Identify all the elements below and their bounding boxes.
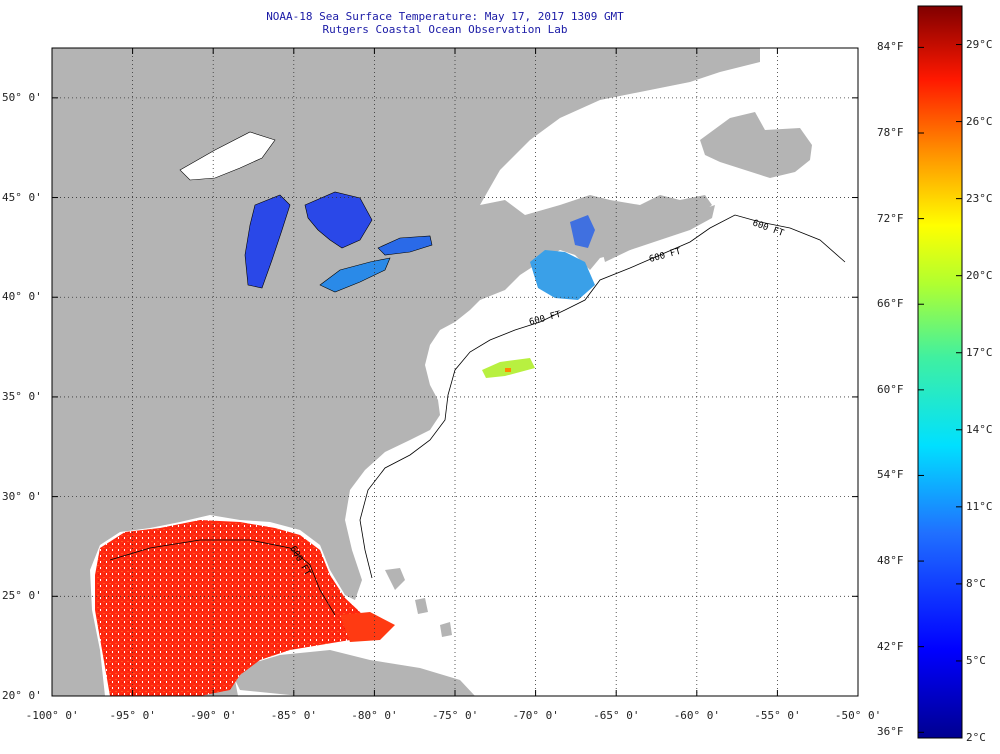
longitude-label: -85° 0' — [270, 709, 318, 722]
colorbar-c-label: 29°C — [966, 37, 993, 51]
land-north-america — [52, 48, 760, 696]
longitude-label: -55° 0' — [754, 709, 801, 722]
lake-michigan — [244, 194, 291, 289]
longitude-label: -100° 0' — [25, 709, 79, 722]
colorbar-c-label: 14°C — [966, 422, 993, 436]
lake-ontario — [377, 235, 433, 256]
colorbar-c-label: 26°C — [966, 114, 993, 128]
longitude-label: -90° 0' — [190, 709, 237, 722]
colorbar-ticks — [918, 44, 962, 739]
land-cuba — [230, 650, 475, 696]
warm-spot — [505, 368, 511, 372]
longitude-label: -65° 0' — [593, 709, 640, 722]
map-frame — [51, 47, 859, 697]
bay-of-fundy-sst — [570, 215, 595, 248]
colorbar-c-label: 23°C — [966, 191, 993, 205]
latitude-label: 20° 0' — [2, 689, 42, 702]
gulf-of-maine-sst — [530, 250, 595, 300]
longitude-label: -75° 0' — [431, 709, 479, 722]
colorbar-c-label: 20°C — [966, 268, 993, 282]
colorbar-f-label: 54°F — [877, 468, 904, 482]
latitude-label: 35° 0' — [2, 389, 42, 403]
colorbar-f-label: 84°F — [877, 40, 904, 54]
latitude-label: 25° 0' — [2, 589, 42, 603]
latitude-label: 50° 0' — [2, 90, 42, 104]
longitude-label: -95° 0' — [109, 709, 156, 722]
colorbar-f-label: 78°F — [877, 125, 904, 139]
land-newfoundland — [700, 112, 812, 178]
longitude-label: -80° 0' — [351, 709, 398, 722]
longitude-label: -50° 0' — [834, 709, 882, 722]
land-nova-scotia — [598, 195, 712, 262]
gulf-of-mexico-sst — [95, 520, 372, 696]
colorbar-c-label: 17°C — [966, 345, 993, 359]
depth-contour-600ft — [359, 214, 846, 579]
colorbar-f-label: 60°F — [877, 382, 904, 396]
longitude-label: -60° 0' — [673, 709, 721, 722]
longitude-label: -70° 0' — [512, 709, 559, 722]
chart-subtitle: Rutgers Coastal Ocean Observation Lab — [322, 23, 568, 36]
colorbar-c-label: 2°C — [966, 731, 986, 744]
colorbar-f-label: 36°F — [877, 725, 904, 739]
colorbar-c-label: 8°C — [966, 576, 986, 590]
latitude-label: 45° 0' — [2, 190, 42, 204]
colorbar-c-label: 5°C — [966, 653, 986, 667]
map-grid — [51, 48, 859, 697]
colorbar-f-label: 48°F — [877, 554, 904, 568]
chart-title: NOAA-18 Sea Surface Temperature: May 17,… — [266, 10, 624, 23]
colorbar-c-label: 11°C — [966, 499, 993, 513]
lake-huron — [304, 191, 373, 249]
colorbar-f-label: 42°F — [877, 639, 904, 653]
colorbar-f-label: 72°F — [877, 211, 904, 225]
lake-erie — [319, 257, 391, 293]
latitude-label: 30° 0' — [2, 489, 42, 503]
depth-contour-600ft-gulf — [109, 539, 336, 616]
land-bahamas — [385, 568, 452, 637]
colorbar — [917, 5, 963, 739]
lake-superior — [179, 131, 276, 181]
florida-straits-sst — [340, 612, 395, 642]
colorbar-f-label: 66°F — [877, 297, 904, 311]
latitude-label: 40° 0' — [2, 290, 42, 304]
